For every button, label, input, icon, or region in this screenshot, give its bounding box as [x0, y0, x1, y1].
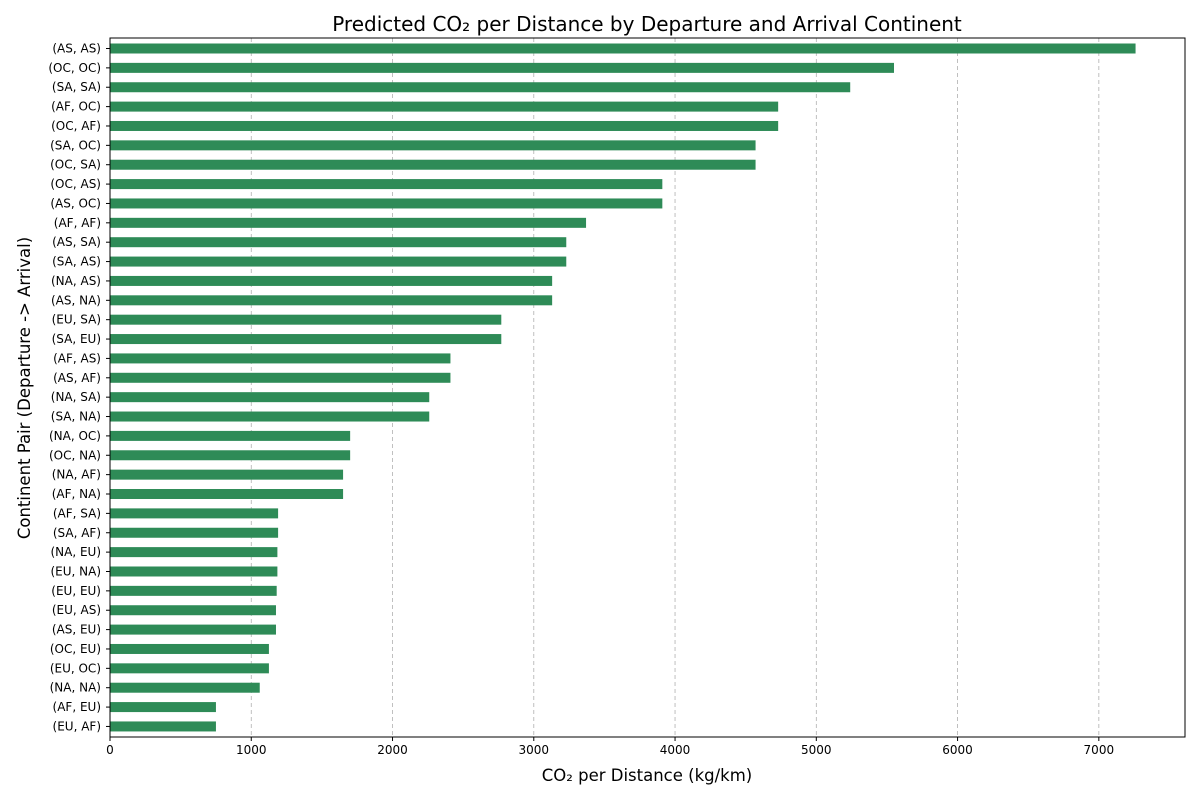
y-tick-label: (OC, AS) [50, 177, 101, 191]
bar [110, 256, 567, 267]
bar [110, 682, 260, 693]
bar [110, 43, 1136, 54]
y-tick-label: (AS, EU) [52, 623, 101, 637]
x-tick-labels: 0 1000 2000 3000 4000 5000 6000 7000 [106, 737, 1114, 757]
bar [110, 275, 553, 286]
bar [110, 179, 663, 190]
y-tick-label: (NA, OC) [49, 429, 101, 443]
bar [110, 547, 278, 558]
x-tick-label: 0 [106, 743, 114, 757]
y-axis-title: Continent Pair (Departure -> Arrival) [15, 237, 34, 539]
bar [110, 663, 269, 674]
bar [110, 430, 351, 441]
chart-title: Predicted CO₂ per Distance by Departure … [332, 12, 962, 36]
y-tick-label: (SA, EU) [52, 332, 101, 346]
y-tick-labels: (AS, AS) (OC, OC) (SA, SA) (AF, OC) (OC, AF)… [48, 42, 110, 733]
bar [110, 411, 430, 422]
bar [110, 392, 430, 403]
y-tick-label: (OC, EU) [50, 642, 101, 656]
bar [110, 721, 216, 732]
y-tick-label: (SA, NA) [51, 410, 101, 424]
bars-group [110, 43, 1136, 732]
y-tick-label: (EU, SA) [52, 313, 101, 327]
y-tick-label: (SA, SA) [52, 80, 101, 94]
y-tick-label: (SA, OC) [50, 138, 101, 152]
bar [110, 198, 663, 209]
bar [110, 82, 851, 93]
bar [110, 120, 779, 131]
bar [110, 101, 779, 112]
y-tick-label: (SA, AF) [53, 526, 101, 540]
y-tick-label: (OC, SA) [50, 158, 101, 172]
bar [110, 702, 216, 713]
y-tick-label: (NA, AS) [51, 274, 101, 288]
y-tick-label: (NA, EU) [50, 545, 101, 559]
x-tick-label: 3000 [519, 743, 550, 757]
y-tick-label: (AS, AF) [53, 371, 101, 385]
y-tick-label: (NA, SA) [51, 390, 101, 404]
y-tick-label: (AF, AS) [53, 351, 101, 365]
bar [110, 605, 276, 616]
x-tick-label: 1000 [236, 743, 267, 757]
y-tick-label: (AF, OC) [51, 100, 101, 114]
y-tick-label: (OC, OC) [48, 61, 101, 75]
bar [110, 334, 502, 345]
y-tick-label: (AS, AS) [52, 42, 101, 56]
bar [110, 353, 451, 364]
y-tick-label: (EU, EU) [51, 584, 101, 598]
bar [110, 372, 451, 383]
y-tick-label: (EU, NA) [50, 564, 101, 578]
bar [110, 295, 553, 306]
x-tick-label: 5000 [801, 743, 832, 757]
bar [110, 140, 756, 151]
y-tick-label: (NA, NA) [50, 681, 101, 695]
bar [110, 159, 756, 170]
x-tick-label: 2000 [377, 743, 408, 757]
bar [110, 643, 269, 654]
bar [110, 450, 351, 461]
y-tick-label: (EU, AS) [52, 603, 101, 617]
x-tick-label: 6000 [942, 743, 973, 757]
bar [110, 566, 278, 577]
y-tick-label: (AS, SA) [52, 235, 101, 249]
bar [110, 527, 279, 538]
y-tick-label: (OC, AF) [51, 119, 101, 133]
y-tick-label: (NA, AF) [52, 468, 101, 482]
x-tick-label: 4000 [660, 743, 691, 757]
y-tick-label: (AS, NA) [51, 293, 101, 307]
y-tick-label: (AF, NA) [52, 487, 101, 501]
bar [110, 314, 502, 325]
bar [110, 585, 277, 596]
bar [110, 624, 276, 635]
plot-frame [109, 37, 1186, 738]
bar [110, 237, 567, 248]
bar [110, 508, 279, 519]
bar [110, 489, 344, 500]
y-tick-label: (AS, OC) [50, 196, 101, 210]
bar [110, 469, 344, 480]
y-tick-label: (AF, SA) [53, 506, 101, 520]
x-tick-label: 7000 [1084, 743, 1115, 757]
bar [110, 217, 587, 228]
bar [110, 62, 895, 73]
y-tick-label: (SA, AS) [52, 255, 101, 269]
x-axis-title: CO₂ per Distance (kg/km) [542, 766, 753, 785]
gridlines [250, 38, 1100, 737]
y-tick-label: (OC, NA) [49, 448, 101, 462]
y-tick-label: (EU, OC) [50, 661, 101, 675]
y-tick-label: (EU, AF) [53, 719, 101, 733]
y-tick-label: (AF, AF) [54, 216, 101, 230]
y-tick-label: (AF, EU) [53, 700, 101, 714]
